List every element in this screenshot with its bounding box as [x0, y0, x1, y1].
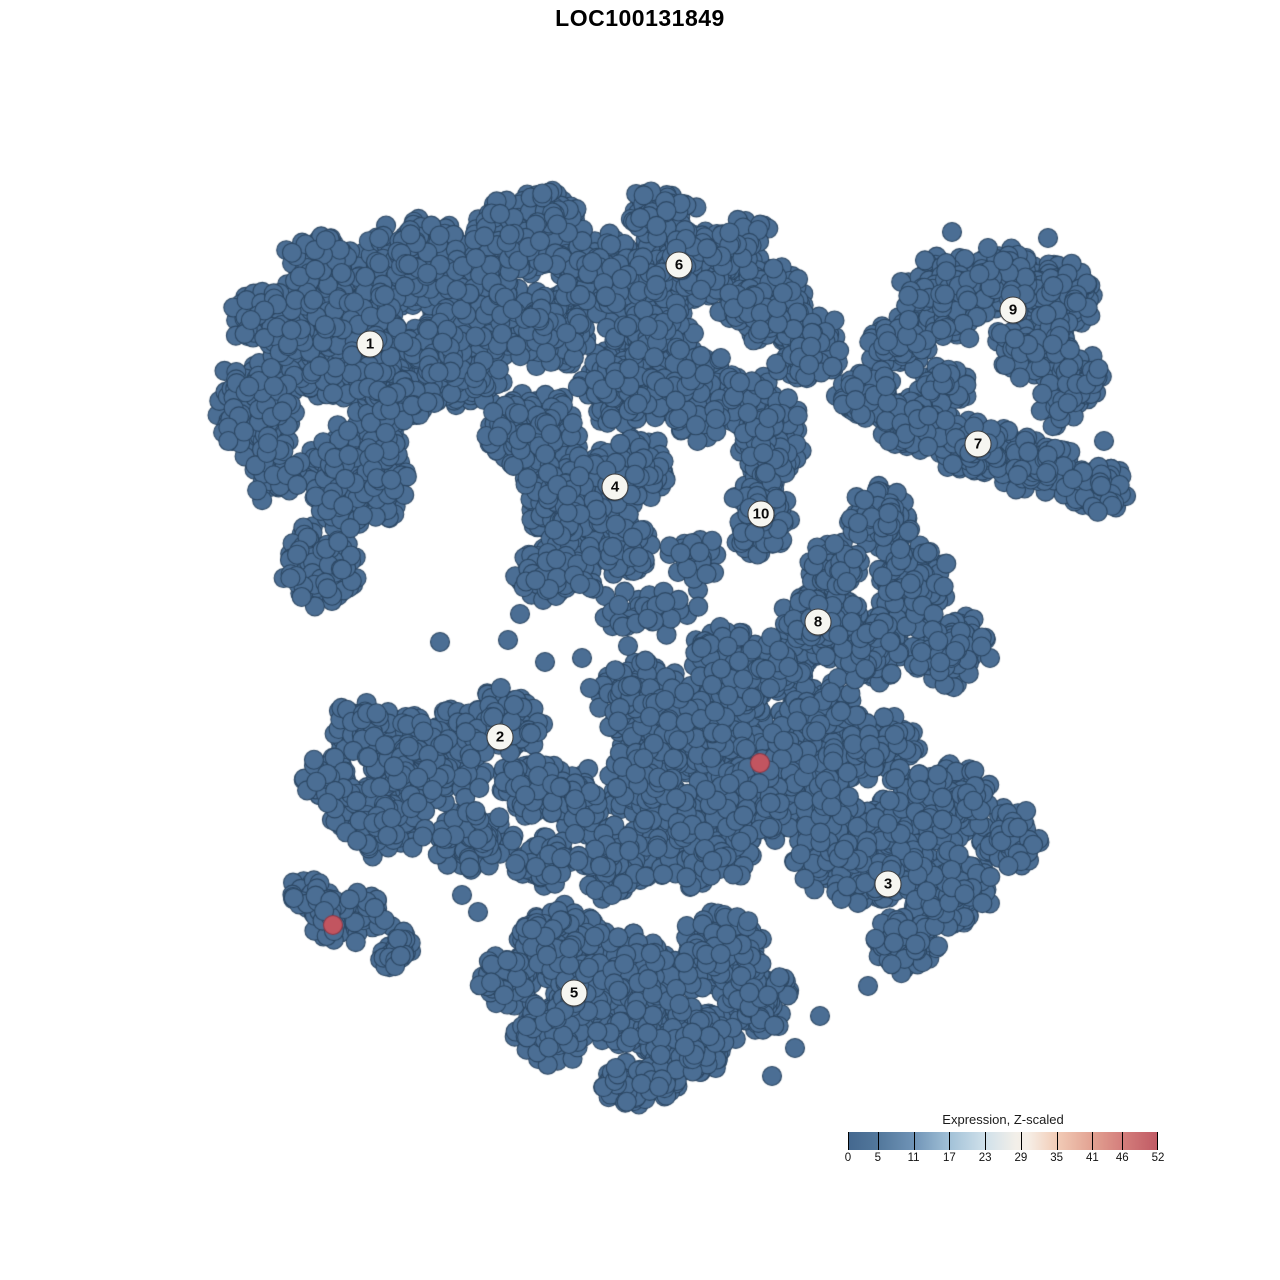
colorbar-tick-labels: 0 5 11 17 23 29 35 41 46 52: [844, 1150, 1165, 1165]
cluster-label-badge-9: 9: [999, 296, 1027, 324]
cluster-label-badge-3: 3: [874, 870, 902, 898]
legend-tick-label: 46: [1115, 1152, 1129, 1164]
legend-tick-label: 29: [1014, 1152, 1028, 1164]
cluster-label-badge-5: 5: [560, 979, 588, 1007]
colorbar-tick: [1020, 1132, 1022, 1150]
legend-tick-label: 41: [1086, 1152, 1099, 1164]
cluster-label-badge-1: 1: [356, 330, 384, 358]
cluster-label-badge-4: 4: [601, 473, 629, 501]
colorbar-tick: [1157, 1132, 1158, 1150]
colorbar-tick: [877, 1132, 879, 1150]
cluster-label-badge-2: 2: [486, 723, 514, 751]
colorbar-tick: [949, 1132, 951, 1150]
cluster-label-badge-10: 10: [747, 500, 775, 528]
legend-tick-label: 11: [907, 1152, 920, 1164]
cluster-label-badge-8: 8: [804, 608, 832, 636]
legend-tick-label: 0: [844, 1152, 852, 1164]
colorbar-tick: [1092, 1132, 1094, 1150]
legend-tick-label: 52: [1151, 1152, 1165, 1164]
colorbar-tick: [848, 1132, 849, 1150]
cluster-label-badge-7: 7: [964, 430, 992, 458]
colorbar-tick: [985, 1132, 987, 1150]
legend-tick-label: 35: [1050, 1152, 1064, 1164]
legend-tick-label: 17: [942, 1152, 956, 1164]
colorbar-tick: [1056, 1132, 1058, 1150]
legend-tick-label: 5: [874, 1152, 881, 1164]
legend-title: Expression, Z-scaled: [942, 1112, 1064, 1127]
colorbar-tick: [1122, 1132, 1124, 1150]
expression-colorbar-legend: Expression, Z-scaled 0 5 11 17 23 29 35 41 46 52: [844, 1112, 1165, 1165]
colorbar-tick: [913, 1132, 915, 1150]
colorbar-gradient: [848, 1132, 1158, 1150]
legend-tick-label: 23: [978, 1152, 992, 1164]
cluster-label-badge-6: 6: [665, 251, 693, 279]
